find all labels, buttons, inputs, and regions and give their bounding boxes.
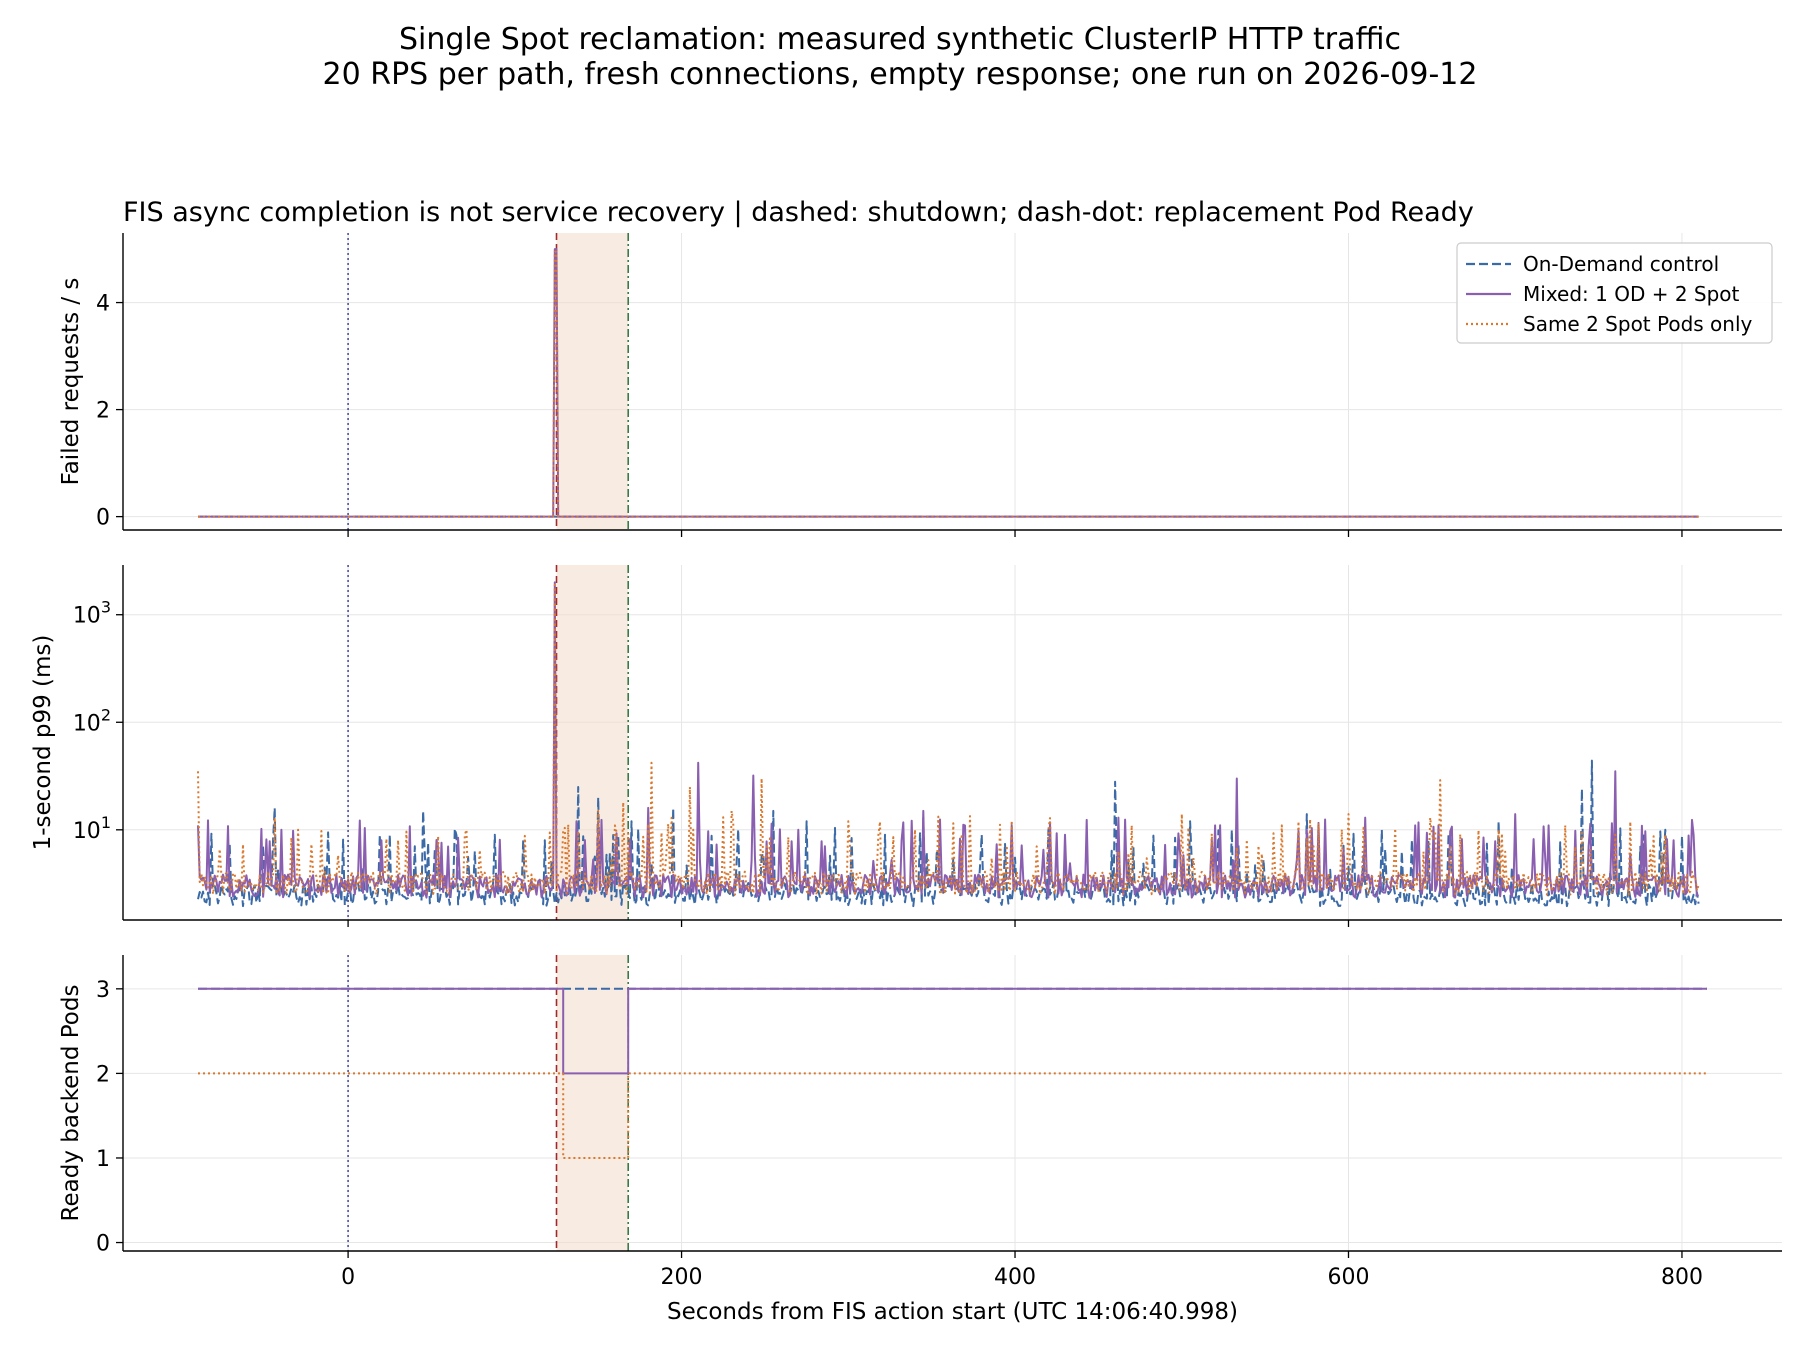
x-tick-label: 200 (661, 1265, 703, 1290)
series-line-solid (197, 581, 1700, 899)
figure-title-line1: Single Spot reclamation: measured synthe… (399, 22, 1401, 57)
figure-title-line2: 20 RPS per path, fresh connections, empt… (323, 57, 1478, 92)
y-tick-label: 101 (73, 813, 111, 844)
series-line-dotted (198, 250, 1699, 518)
series-group (198, 248, 1699, 518)
legend-entry: On-Demand control (1523, 252, 1719, 276)
y-tick-label: 0 (96, 1232, 110, 1257)
panel-failed-requests: 0 2 4 Failed requests / s FIS async completi… (58, 197, 1782, 537)
x-tick-label: 800 (1661, 1265, 1703, 1290)
shutdown-window-shade (556, 233, 629, 530)
grid (123, 955, 1782, 1251)
y-tick-label: 3 (96, 978, 110, 1003)
y-tick-label: 1 (96, 1147, 110, 1172)
y-tick-label: 0 (96, 506, 110, 531)
y-axis-label: 1-second p99 (ms) (30, 635, 56, 851)
legend-entry: Same 2 Spot Pods only (1523, 312, 1753, 336)
y-tick-label: 102 (73, 705, 111, 736)
grid (123, 565, 1782, 920)
y-axis-label: Failed requests / s (58, 278, 84, 486)
y-tick-label: 2 (96, 1062, 110, 1087)
series-group (197, 581, 1700, 908)
x-tick-label: 0 (341, 1265, 355, 1290)
legend-entry: Mixed: 1 OD + 2 Spot (1523, 282, 1740, 306)
y-tick-label: 103 (73, 598, 111, 629)
panel-ready-pods: 0 200 400 600 800 0 1 2 3 Ready backend Pods Secon… (58, 955, 1782, 1325)
series-line-dotted (198, 1072, 1707, 1159)
x-tick-label: 600 (1327, 1265, 1369, 1290)
y-tick-label: 4 (96, 292, 110, 317)
series-line-solid (198, 987, 1707, 1075)
legend: On-Demand control Mixed: 1 OD + 2 Spot Sam… (1456, 242, 1773, 344)
x-tick-label: 400 (994, 1265, 1036, 1290)
series-group (198, 987, 1707, 1159)
panel-p99-latency: 101 102 103 1-second p99 (ms) (30, 565, 1782, 927)
series-line-dotted (197, 583, 1700, 896)
shutdown-window-shade (556, 955, 629, 1251)
y-tick-label: 2 (96, 399, 110, 424)
x-axis-label: Seconds from FIS action start (UTC 14:06… (667, 1299, 1238, 1325)
legend-box (1456, 242, 1773, 344)
panel-title: FIS async completion is not service reco… (123, 197, 1474, 228)
y-axis-label: Ready backend Pods (58, 985, 84, 1222)
